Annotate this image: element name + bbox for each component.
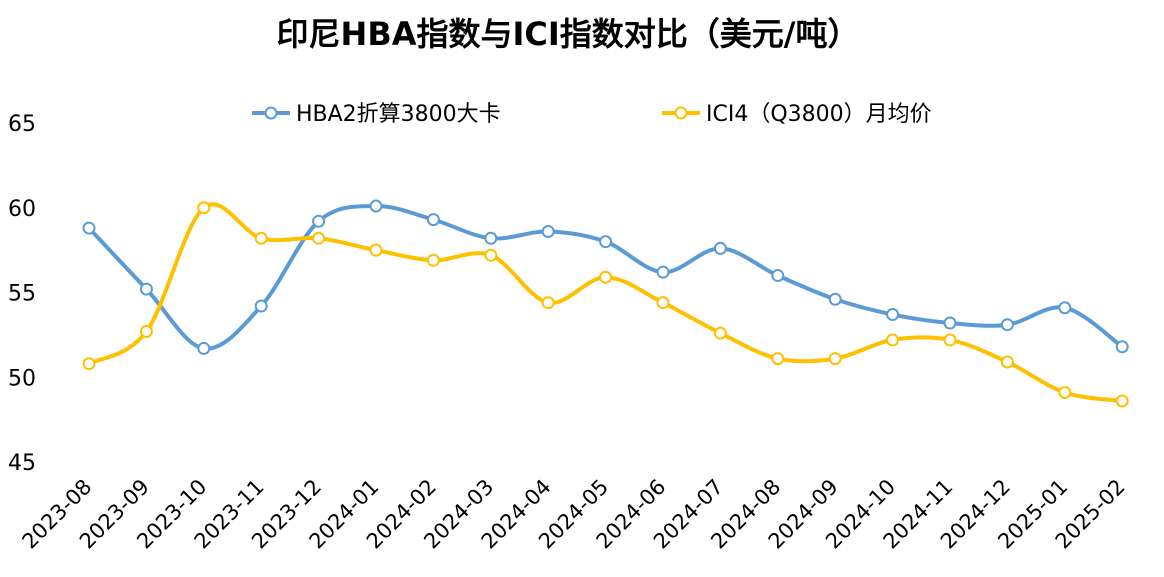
x-axis: 2023-082023-092023-102023-112023-122024-… — [18, 475, 1130, 554]
data-point — [254, 299, 268, 313]
y-tick-label: 50 — [8, 366, 36, 391]
data-point — [713, 241, 727, 255]
chart-title: 印尼HBA指数与ICI指数对比（美元/吨） — [277, 15, 860, 53]
data-point — [369, 243, 383, 257]
data-point — [886, 333, 900, 347]
legend-item-hba: HBA2折算3800大卡 — [252, 102, 501, 127]
data-point — [254, 231, 268, 245]
data-point — [713, 326, 727, 340]
y-tick-label: 55 — [8, 282, 36, 307]
legend-label-ici: ICI4（Q3800）月均价 — [706, 102, 932, 127]
data-point — [656, 296, 670, 310]
data-point — [197, 201, 211, 215]
data-point — [426, 213, 440, 227]
data-point — [1000, 318, 1014, 332]
data-point — [369, 199, 383, 213]
data-point — [541, 224, 555, 238]
data-point — [1000, 355, 1014, 369]
data-point — [312, 231, 326, 245]
data-point — [541, 296, 555, 310]
data-point — [1115, 394, 1129, 408]
data-point — [484, 248, 498, 262]
data-point — [82, 357, 96, 371]
data-point — [139, 282, 153, 296]
data-point — [312, 214, 326, 228]
data-point — [656, 265, 670, 279]
series-layer — [82, 199, 1129, 408]
legend-label-hba: HBA2折算3800大卡 — [296, 102, 501, 127]
legend: HBA2折算3800大卡 ICI4（Q3800）月均价 — [252, 102, 932, 127]
data-point — [1058, 301, 1072, 315]
data-point — [599, 235, 613, 249]
data-point — [943, 316, 957, 330]
y-tick-label: 45 — [8, 451, 36, 476]
y-axis: 65 60 55 50 45 — [8, 112, 36, 476]
data-point — [82, 221, 96, 235]
data-point — [426, 253, 440, 267]
data-point — [886, 308, 900, 322]
legend-item-ici: ICI4（Q3800）月均价 — [662, 102, 932, 127]
data-point — [828, 352, 842, 366]
data-point — [943, 333, 957, 347]
data-point — [771, 269, 785, 283]
y-tick-label: 65 — [8, 112, 36, 137]
data-point — [599, 270, 613, 284]
data-point — [1058, 386, 1072, 400]
data-point — [828, 292, 842, 306]
data-point — [484, 231, 498, 245]
data-point — [771, 352, 785, 366]
series-line — [87, 202, 1125, 403]
y-tick-label: 60 — [8, 197, 36, 222]
data-point — [139, 324, 153, 338]
data-point — [1115, 340, 1129, 354]
series-hba — [82, 199, 1129, 355]
series-ici — [82, 201, 1129, 408]
data-point — [197, 341, 211, 355]
